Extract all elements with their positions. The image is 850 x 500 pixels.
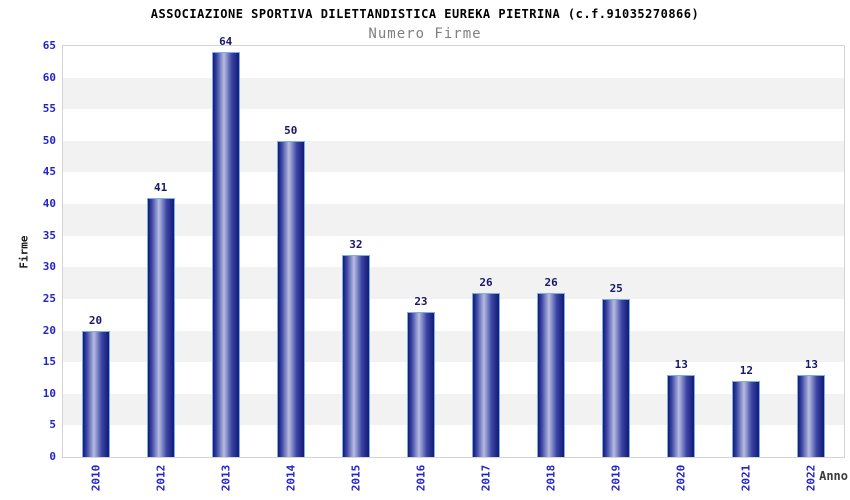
- bar-value-label: 12: [739, 364, 753, 378]
- grid-band: [63, 362, 844, 394]
- grid-band: [63, 140, 844, 173]
- x-tick-label: 2022: [804, 464, 818, 492]
- y-tick-label: 45: [42, 165, 56, 179]
- y-tick-label: 25: [42, 291, 56, 305]
- bar-2020: [667, 374, 696, 457]
- bar-2021: [732, 381, 761, 457]
- x-tick-label: 2020: [674, 464, 688, 492]
- x-tick-label: 2017: [479, 464, 493, 492]
- bar-value-label: 13: [804, 357, 819, 371]
- grid-band: [63, 235, 844, 268]
- bar-2012: [146, 197, 175, 457]
- chart-title: ASSOCIAZIONE SPORTIVA DILETTANDISTICA EU…: [150, 7, 700, 21]
- x-tick-label: 2012: [154, 464, 168, 492]
- grid-band: [63, 330, 844, 363]
- bar-value-label: 64: [219, 35, 233, 49]
- grid-band: [63, 109, 844, 141]
- grid-band: [63, 46, 844, 78]
- bar-value-label: 20: [88, 313, 103, 327]
- x-tick-label: 2013: [219, 464, 233, 492]
- bar-value-label: 32: [349, 237, 363, 251]
- y-tick-label: 50: [42, 133, 56, 147]
- bar-2019: [602, 298, 631, 457]
- y-tick-label: 65: [42, 39, 56, 52]
- bar-value-label: 50: [284, 123, 298, 137]
- x-tick-label: 2014: [284, 464, 298, 492]
- grid-band: [63, 425, 844, 457]
- bar-value-label: 41: [153, 180, 168, 194]
- x-axis-title: Anno: [819, 469, 848, 483]
- plot-area: 20 41 64 50 32 23 26 26 25 13 12 13: [62, 35, 845, 458]
- y-tick-label: 60: [42, 70, 56, 84]
- x-tick-label: 2021: [739, 464, 753, 492]
- grid-band: [63, 393, 844, 426]
- bar-2013: [211, 52, 240, 457]
- x-tick-label: 2019: [609, 464, 623, 492]
- bar-value-label: 26: [479, 275, 493, 289]
- bar-2017: [472, 292, 501, 457]
- bar-value-label: 26: [544, 275, 558, 289]
- y-tick-label: 10: [42, 386, 56, 400]
- x-tick-label: 2010: [89, 464, 103, 492]
- y-tick-label: 15: [42, 355, 56, 369]
- bar-2018: [537, 292, 566, 457]
- x-tick-label: 2018: [544, 464, 558, 492]
- x-tick-label: 2015: [349, 464, 363, 492]
- chart-subtitle: Numero Firme: [368, 26, 482, 42]
- bar-value-label: 13: [674, 357, 688, 371]
- bar-2015: [341, 254, 370, 457]
- bar-2022: [797, 374, 826, 457]
- grid-band: [63, 298, 844, 331]
- grid-band: [63, 267, 844, 299]
- grid-band: [63, 204, 844, 236]
- grid-band: [63, 172, 844, 205]
- x-tick-label: 2016: [414, 464, 428, 492]
- y-tick-label: 35: [42, 228, 56, 242]
- bar-value-label: 23: [414, 294, 428, 308]
- y-tick-label: 40: [42, 197, 56, 211]
- y-tick-label: 20: [42, 323, 56, 337]
- y-tick-label: 30: [42, 260, 56, 274]
- y-tick-label: 5: [49, 418, 56, 432]
- grid-band: [63, 77, 844, 110]
- y-tick-label: 55: [42, 102, 56, 116]
- bar-2010: [81, 330, 110, 457]
- bar-value-label: 25: [609, 281, 623, 295]
- y-tick-label: 0: [49, 450, 56, 463]
- bar-2014: [276, 140, 305, 457]
- bar-2016: [406, 311, 435, 457]
